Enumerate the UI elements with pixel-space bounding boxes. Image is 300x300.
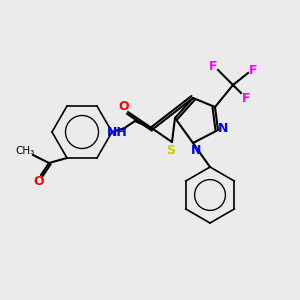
Text: CH₃: CH₃ bbox=[15, 146, 34, 156]
Text: O: O bbox=[119, 100, 129, 113]
Text: F: F bbox=[242, 92, 250, 104]
Text: N: N bbox=[218, 122, 228, 136]
Text: F: F bbox=[209, 59, 217, 73]
Text: N: N bbox=[191, 143, 201, 157]
Text: F: F bbox=[249, 64, 257, 76]
Text: NH: NH bbox=[106, 125, 128, 139]
Text: O: O bbox=[34, 176, 44, 188]
Text: S: S bbox=[167, 145, 176, 158]
